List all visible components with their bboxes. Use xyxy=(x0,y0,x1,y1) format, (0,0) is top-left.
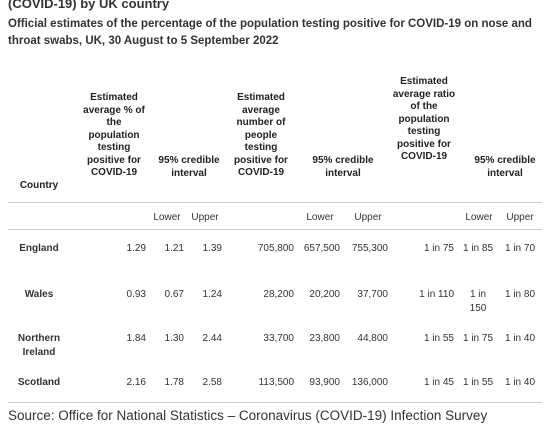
num-upper: 37,700 xyxy=(357,289,388,300)
subheader-pct-upper: Upper xyxy=(191,212,219,223)
ratio-lower: 1 in 150 xyxy=(469,289,487,314)
header-divider xyxy=(8,202,542,203)
pct-upper: 1.39 xyxy=(202,243,222,254)
ratio-upper: 1 in 40 xyxy=(504,377,536,388)
header-ratio: Estimated average ratio of the populatio… xyxy=(392,76,456,162)
ratio-lower: 1 in 55 xyxy=(462,377,494,388)
subheader-num-lower: Lower xyxy=(306,212,334,223)
pct-value: 0.93 xyxy=(126,289,146,300)
num-upper: 755,300 xyxy=(351,243,388,254)
source-note: Source: Office for National Statistics –… xyxy=(8,408,488,423)
num-value: 705,800 xyxy=(257,243,294,254)
country-name: Scotland xyxy=(17,377,61,388)
pct-upper: 1.24 xyxy=(202,289,222,300)
num-upper: 136,000 xyxy=(351,377,388,388)
num-lower: 20,200 xyxy=(309,289,340,300)
page-title: (COVID-19) by UK country xyxy=(8,0,170,11)
country-name: Wales xyxy=(24,289,54,300)
ratio-value: 1 in 55 xyxy=(423,333,454,344)
num-upper: 44,800 xyxy=(357,333,388,344)
ratio-lower: 1 in 85 xyxy=(462,243,494,254)
ratio-upper: 1 in 70 xyxy=(504,243,536,254)
num-value: 113,500 xyxy=(258,377,294,388)
header-percentage: Estimated average % of the population te… xyxy=(83,92,145,178)
ratio-upper: 1 in 40 xyxy=(504,333,536,344)
country-name: England xyxy=(19,243,59,254)
ratio-upper: 1 in 80 xyxy=(504,289,536,300)
pct-value: 2.16 xyxy=(126,377,146,388)
header-country: Country xyxy=(19,180,59,191)
subheader-pct-lower: Lower xyxy=(153,212,181,223)
country-name: Northern Ireland xyxy=(17,333,61,358)
num-value: 33,700 xyxy=(263,333,294,344)
pct-lower: 0.67 xyxy=(164,289,184,300)
ratio-lower: 1 in 75 xyxy=(462,333,494,344)
ratio-value: 1 in 45 xyxy=(423,377,454,388)
pct-upper: 2.58 xyxy=(202,377,222,388)
subheader-divider xyxy=(8,229,542,230)
subheader-ratio-upper: Upper xyxy=(506,212,534,223)
header-ratio-ci: 95% credible interval xyxy=(474,155,536,179)
pct-lower: 1.78 xyxy=(164,377,184,388)
header-number: Estimated average number of people testi… xyxy=(234,92,288,178)
subheader-ratio-lower: Lower xyxy=(465,212,493,223)
num-lower: 657,500 xyxy=(303,243,340,254)
pct-lower: 1.30 xyxy=(164,333,184,344)
num-lower: 93,900 xyxy=(309,377,340,388)
pct-upper: 2.44 xyxy=(202,333,222,344)
ratio-value: 1 in 110 xyxy=(419,289,454,300)
pct-lower: 1.21 xyxy=(164,243,184,254)
num-lower: 23,800 xyxy=(309,333,340,344)
pct-value: 1.84 xyxy=(126,333,146,344)
table-bottom-rule xyxy=(8,402,542,403)
table-subtitle: Official estimates of the percentage of … xyxy=(8,18,532,47)
subheader-num-upper: Upper xyxy=(354,212,382,223)
header-number-ci: 95% credible interval xyxy=(312,155,374,179)
num-value: 28,200 xyxy=(263,289,294,300)
ratio-value: 1 in 75 xyxy=(423,243,454,254)
pct-value: 1.29 xyxy=(126,243,146,254)
header-percentage-ci: 95% credible interval xyxy=(158,155,220,179)
